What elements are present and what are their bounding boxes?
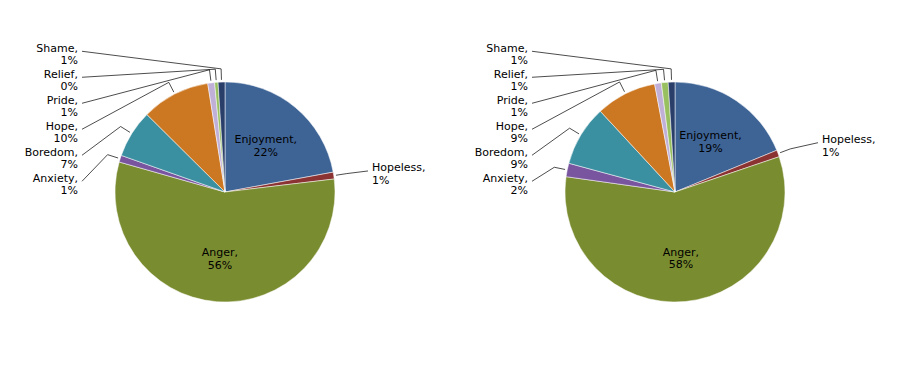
- slice-label: Hope,9%: [496, 120, 528, 146]
- slice-label-name: Relief,: [44, 68, 78, 81]
- slice-label-name: Hopeless,: [822, 133, 876, 146]
- leader-line: [532, 82, 625, 129]
- leader-line: [82, 70, 211, 103]
- slice: [218, 82, 225, 192]
- leader-line: [82, 82, 174, 129]
- slice-label-value: 7%: [61, 158, 78, 171]
- slice-label-value: 1%: [511, 80, 528, 93]
- slice: [661, 82, 675, 192]
- slice-label-name: Boredom,: [475, 146, 528, 159]
- slice-label-name: Anxiety,: [33, 172, 78, 185]
- slice-label: Relief,1%: [494, 68, 528, 94]
- leader-line: [82, 127, 130, 156]
- slices: [565, 82, 785, 302]
- slice-label: Hope,10%: [46, 120, 78, 146]
- slice-label-name: Hope,: [46, 120, 78, 133]
- labels: Enjoyment,22%Anger,56%Shame,1%Relief,0%P…: [25, 42, 426, 272]
- slice-label-name: Enjoyment,: [679, 129, 741, 142]
- leader-line: [532, 69, 665, 80]
- slice-label-value: 1%: [61, 184, 78, 197]
- chart-canvas: Enjoyment,22%Anger,56%Shame,1%Relief,0%P…: [0, 0, 900, 370]
- leader-line: [532, 128, 579, 155]
- slices: [115, 82, 335, 302]
- leader-line: [82, 51, 221, 80]
- slice: [147, 83, 225, 192]
- slice-label: Boredom,7%: [25, 146, 78, 172]
- pie: Enjoyment,22%Anger,56%Shame,1%Relief,0%P…: [25, 42, 426, 302]
- slice-label-name: Shame,: [486, 42, 528, 55]
- slice: [655, 83, 675, 192]
- pie: Enjoyment,19%Anger,58%Shame,1%Relief,1%P…: [475, 42, 876, 302]
- slice-label-name: Anger,: [663, 246, 699, 259]
- slice-label: Anxiety,2%: [483, 172, 528, 198]
- slice-label-value: 1%: [511, 54, 528, 67]
- slice-label-value: 10%: [54, 132, 78, 145]
- slice-label-value: 1%: [61, 106, 78, 119]
- slice-label-name: Pride,: [497, 94, 528, 107]
- leader-line: [82, 69, 216, 80]
- slice-label-name: Pride,: [47, 94, 78, 107]
- slice: [208, 82, 225, 192]
- slice-label-value: 0%: [61, 80, 78, 93]
- slice-label: Boredom,9%: [475, 146, 528, 172]
- leader-line: [532, 51, 672, 80]
- slice-label: Hopeless,1%: [822, 133, 876, 159]
- slice-label-value: 9%: [511, 132, 528, 145]
- slice-label: Anxiety,1%: [33, 172, 78, 198]
- leader-line: [780, 143, 818, 153]
- slice-label-value: 2%: [511, 184, 528, 197]
- slice-label-value: 58%: [669, 258, 693, 271]
- slice-label-name: Shame,: [36, 42, 78, 55]
- slice-label-value: 1%: [822, 146, 839, 159]
- leader-line: [532, 70, 658, 103]
- slice-label: Shame,1%: [486, 42, 528, 68]
- slice-label-value: 1%: [61, 54, 78, 67]
- slice-label: Enjoyment,22%: [235, 133, 297, 159]
- slice-label-value: 9%: [511, 158, 528, 171]
- leader-line: [336, 171, 368, 175]
- slice-label: Enjoyment,19%: [679, 129, 741, 155]
- leader-line: [532, 167, 565, 181]
- slice-label-value: 56%: [208, 259, 232, 272]
- slice-label: Pride,1%: [497, 94, 528, 120]
- slice-label-name: Hope,: [496, 120, 528, 133]
- slice-label: Pride,1%: [47, 94, 78, 120]
- slice-label-value: 1%: [372, 174, 389, 187]
- labels: Enjoyment,19%Anger,58%Shame,1%Relief,1%P…: [475, 42, 876, 272]
- slice-label-value: 22%: [254, 146, 278, 159]
- slice-label: Shame,1%: [36, 42, 78, 68]
- slice-label-value: 1%: [511, 106, 528, 119]
- slice-label-name: Relief,: [494, 68, 528, 81]
- slice-label-name: Anxiety,: [483, 172, 528, 185]
- slice-label: Relief,0%: [44, 68, 78, 94]
- slice: [668, 82, 675, 192]
- slice-label-value: 19%: [698, 142, 722, 155]
- leader-line: [82, 155, 118, 182]
- slice-label-name: Enjoyment,: [235, 133, 297, 146]
- slice: [215, 82, 225, 192]
- slice-label-name: Anger,: [202, 246, 238, 259]
- slice-label: Anger,58%: [663, 246, 699, 272]
- slice-label-name: Hopeless,: [372, 161, 426, 174]
- slice-label: Hopeless,1%: [372, 161, 426, 187]
- slice-label-name: Boredom,: [25, 146, 78, 159]
- slice-label: Anger,56%: [202, 246, 238, 272]
